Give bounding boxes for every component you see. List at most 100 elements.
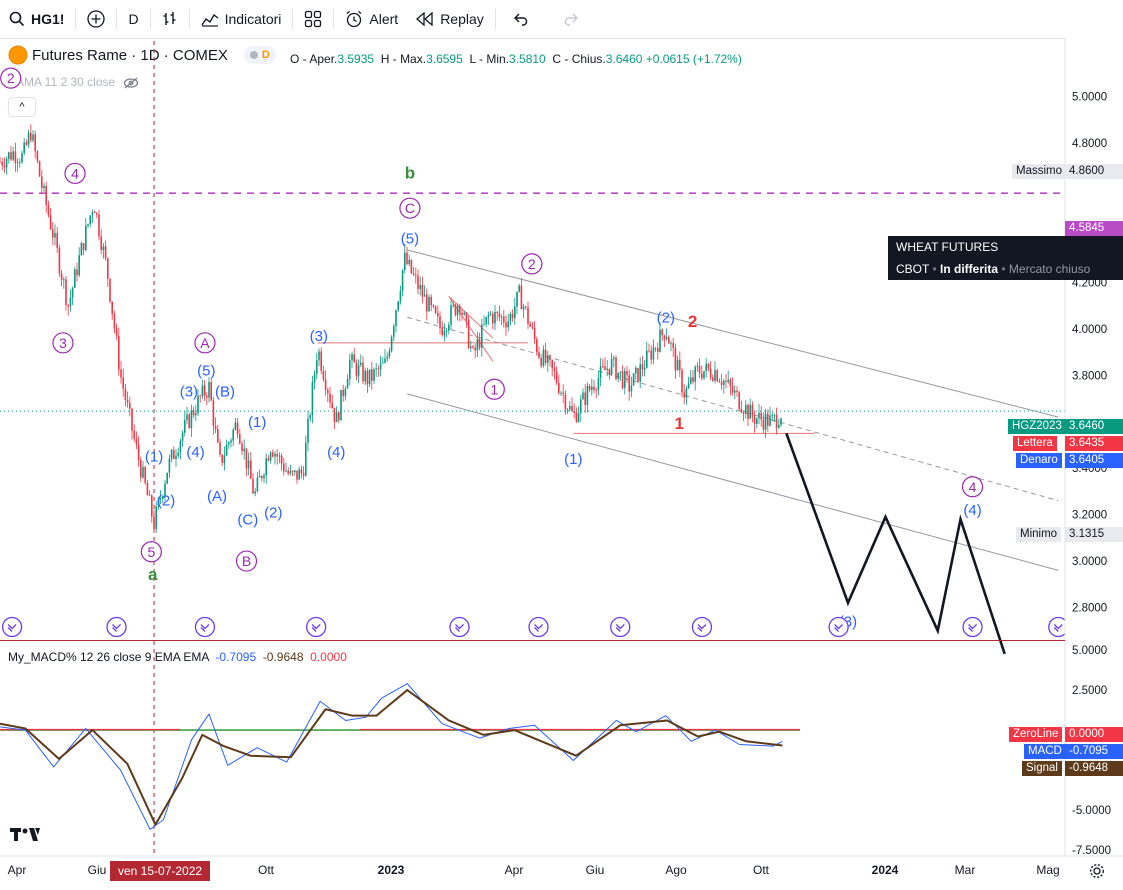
symbol-logo-icon	[8, 45, 28, 65]
layout-button[interactable]	[295, 0, 331, 38]
candle-body	[197, 395, 199, 414]
macd-legend-signal: -0.9648	[262, 650, 304, 664]
candle-body	[701, 373, 703, 379]
tradingview-logo[interactable]	[10, 826, 42, 847]
candle-body	[780, 418, 782, 425]
candle-body	[452, 304, 454, 306]
compare-button[interactable]	[78, 0, 114, 38]
candle-body	[153, 516, 155, 530]
candle-body	[340, 389, 342, 421]
candle-body	[401, 269, 404, 291]
undo-button[interactable]	[498, 0, 546, 38]
event-marker-icon[interactable]	[691, 616, 713, 638]
high-value: 3.6595	[426, 52, 463, 66]
candle-body	[357, 364, 360, 376]
redo-icon	[564, 13, 578, 26]
delayed-badge[interactable]: D	[243, 46, 276, 64]
replay-button[interactable]: Replay	[407, 0, 493, 38]
undo-icon	[513, 13, 528, 26]
price-tick-label: 4.8000	[1072, 138, 1107, 150]
candle-body	[538, 352, 540, 358]
event-marker-icon[interactable]	[528, 616, 549, 638]
wave-label-circle	[235, 550, 258, 572]
candle-body	[696, 366, 699, 367]
candle-body	[736, 390, 738, 392]
event-marker-icon[interactable]	[610, 616, 631, 638]
toolbar-divider	[149, 9, 151, 29]
candle-body	[734, 390, 736, 393]
event-marker-icon[interactable]	[1048, 616, 1069, 638]
time-tick-label: Giu	[586, 863, 605, 877]
change-value: +0.0615 (+1.72%)	[645, 52, 742, 66]
candle-body	[71, 287, 74, 298]
candle-body	[681, 370, 683, 393]
horizontal-ray-line	[448, 296, 494, 362]
time-tick-label: Giu	[88, 863, 107, 877]
event-marker-icon[interactable]	[962, 616, 983, 638]
indicators-button[interactable]: Indicatori	[192, 0, 291, 38]
candle-body	[454, 304, 457, 315]
wave-label-circle	[399, 197, 421, 219]
chart-type-button[interactable]	[153, 0, 187, 38]
candle-body	[729, 379, 732, 387]
candle-body	[289, 471, 292, 474]
candle-body	[342, 389, 344, 397]
unit-select[interactable]: lb	[1068, 73, 1123, 93]
candle-body	[654, 347, 657, 349]
candle-body	[613, 357, 615, 359]
candle-body	[74, 269, 76, 288]
candle-body	[604, 366, 606, 371]
pane-separator[interactable]	[0, 640, 1065, 641]
event-marker-glyph	[834, 624, 844, 632]
candle-body	[591, 386, 593, 390]
candle-body	[269, 452, 272, 461]
redo-button[interactable]	[546, 0, 594, 38]
alert-button[interactable]: Alert	[336, 0, 407, 38]
candle-body	[203, 385, 206, 396]
open-value: 3.5935	[337, 52, 375, 66]
hidden-eye-icon[interactable]	[123, 77, 139, 89]
toolbar-divider	[494, 9, 496, 29]
event-marker-icon[interactable]	[194, 616, 216, 638]
event-marker-icon[interactable]	[1, 616, 23, 638]
event-marker-icon[interactable]	[449, 616, 470, 638]
macd-legend[interactable]: My_MACD% 12 26 close 9 EMA EMA -0.7095 -…	[8, 650, 347, 664]
wave-label: (2)	[264, 504, 282, 521]
kama-indicator-legend[interactable]: KAMA 11 2 30 close	[8, 75, 139, 89]
candle-body	[166, 472, 168, 484]
event-marker-icon[interactable]	[106, 616, 127, 638]
candle-body	[56, 232, 58, 248]
candle-body	[679, 359, 681, 371]
time-tick-label: Ott	[258, 863, 275, 877]
candle-body	[764, 413, 767, 430]
candle-body	[111, 301, 113, 315]
wave-label-circle	[961, 476, 984, 498]
candle-body	[674, 348, 677, 371]
event-marker-glyph	[1053, 624, 1063, 632]
symbol-search-button[interactable]: HG1!	[0, 0, 73, 38]
candle-body	[261, 476, 263, 479]
candle-body	[531, 326, 534, 328]
candle-body	[621, 371, 624, 388]
event-marker-icon[interactable]	[306, 616, 327, 638]
candle-body	[547, 355, 549, 363]
candle-body	[93, 212, 96, 214]
tooltip-market: Mercato chiuso	[1008, 262, 1091, 276]
symbol-title[interactable]: Futures Rame · 1D · COMEX	[32, 46, 228, 64]
candle-body	[76, 269, 78, 276]
candle-body	[635, 367, 637, 374]
gear-icon[interactable]	[1089, 863, 1105, 879]
event-marker-glyph	[311, 624, 321, 632]
layout-icon	[305, 10, 322, 28]
event-marker-icon[interactable]	[828, 616, 849, 638]
currency-select[interactable]: USD	[1068, 49, 1123, 69]
collapse-legend-button[interactable]: ^	[8, 97, 36, 117]
event-marker-glyph	[200, 624, 210, 632]
candle-body	[703, 371, 705, 379]
candle-body	[181, 432, 184, 441]
candle-body	[705, 363, 707, 372]
candle-body	[285, 470, 287, 472]
interval-button[interactable]: D	[119, 0, 147, 38]
candle-body	[494, 311, 496, 324]
